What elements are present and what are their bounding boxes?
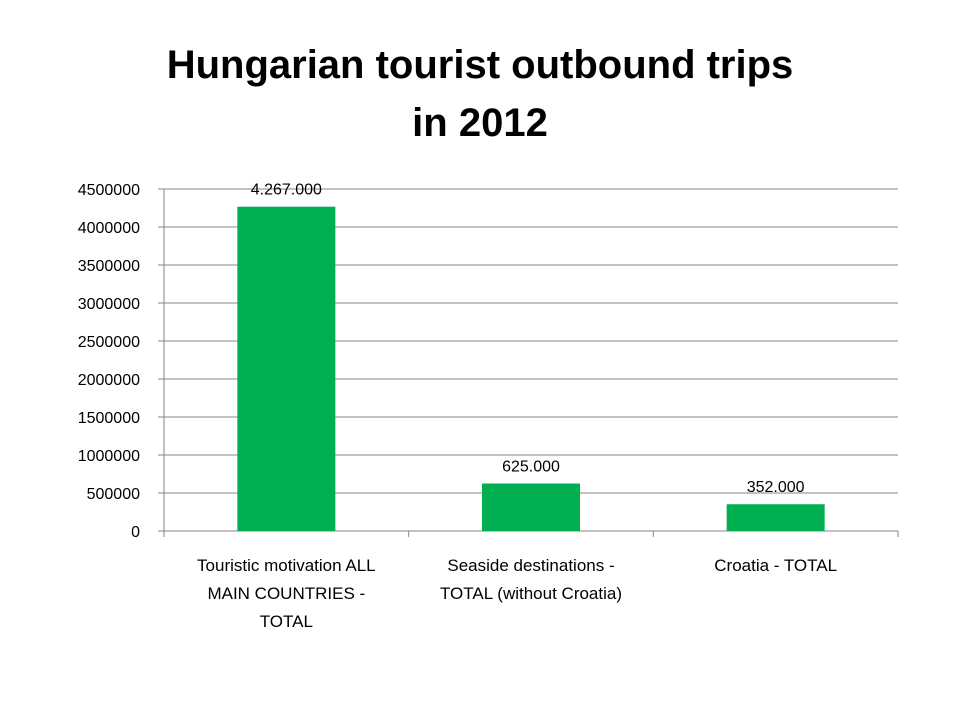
x-tick-label: Croatia - TOTAL <box>714 556 837 575</box>
x-tick-label-line: TOTAL (without Croatia) <box>440 584 622 603</box>
x-tick-label: Seaside destinations - TOTAL (without Cro… <box>440 556 622 603</box>
chart-title: Hungarian tourist outbound trips in 2012 <box>0 36 960 152</box>
x-tick-label-line: TOTAL <box>260 612 313 631</box>
data-label: 352.000 <box>747 479 805 496</box>
bar <box>237 206 336 531</box>
x-tick-label-line: MAIN COUNTRIES - <box>207 584 365 603</box>
y-tick-label: 1000000 <box>78 448 140 465</box>
bar <box>726 504 825 531</box>
y-tick-label: 1500000 <box>78 410 140 427</box>
y-tick-label: 4000000 <box>78 220 140 237</box>
y-tick-label: 2000000 <box>78 372 140 389</box>
data-label: 4.267.000 <box>251 182 322 199</box>
y-tick-label: 2500000 <box>78 334 140 351</box>
y-tick-label: 500000 <box>87 486 140 503</box>
y-tick-label: 3000000 <box>78 296 140 313</box>
chart-title-line-1: Hungarian tourist outbound trips <box>166 43 794 87</box>
y-tick-label: 3500000 <box>78 258 140 275</box>
bar <box>482 483 580 531</box>
data-label: 625.000 <box>502 459 560 476</box>
x-tick-label: Touristic motivation ALL MAIN COUNTRIES -… <box>197 556 376 631</box>
y-tick-label: 0 <box>131 524 140 541</box>
x-tick-label-line: Seaside destinations - <box>447 556 614 575</box>
chart-title-line-2: in 2012 <box>412 101 548 145</box>
y-tick-label: 4500000 <box>78 182 140 199</box>
x-tick-label-line: Croatia - TOTAL <box>714 556 837 575</box>
x-tick-label-line: Touristic motivation ALL <box>197 556 376 575</box>
